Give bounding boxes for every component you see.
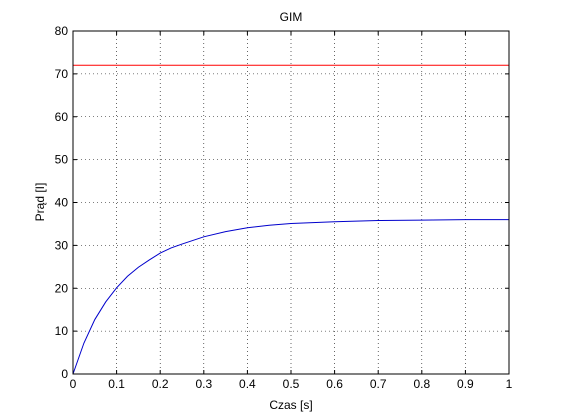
x-tick-label: 0.2 [152,377,169,391]
y-tick-label: 40 [55,196,69,210]
x-tick-label: 0.4 [239,377,256,391]
y-tick-label: 20 [55,281,69,295]
x-tick-label: 1 [506,377,513,391]
y-tick-label: 60 [55,110,69,124]
y-tick-label: 0 [61,367,68,381]
x-tick-label: 0.5 [283,377,300,391]
x-tick-label: 0.7 [370,377,387,391]
y-tick-label: 10 [55,324,69,338]
chart-title: GIM [280,10,303,24]
y-tick-label: 70 [55,67,69,81]
series-line-2 [72,219,509,375]
x-tick-label: 0.8 [413,377,430,391]
x-tick-label: 0.6 [326,377,343,391]
series-layer [72,64,509,375]
y-axis-label: Prąd [I] [33,183,47,222]
y-tick-label: 80 [55,24,69,38]
y-tick-label: 50 [55,153,69,167]
x-tick-label: 0 [70,377,77,391]
x-axis-label: Czas [s] [269,398,312,412]
grid-lines [73,31,509,374]
x-tick-label: 0.9 [457,377,474,391]
y-tick-label: 30 [55,238,69,252]
x-tick-label: 0.3 [195,377,212,391]
axis-ticks: 0 0.1 0.2 0.3 0.4 0.5 0.6 0.7 0.8 0.9 101020304050… [55,24,513,391]
x-tick-label: 0.1 [108,377,125,391]
